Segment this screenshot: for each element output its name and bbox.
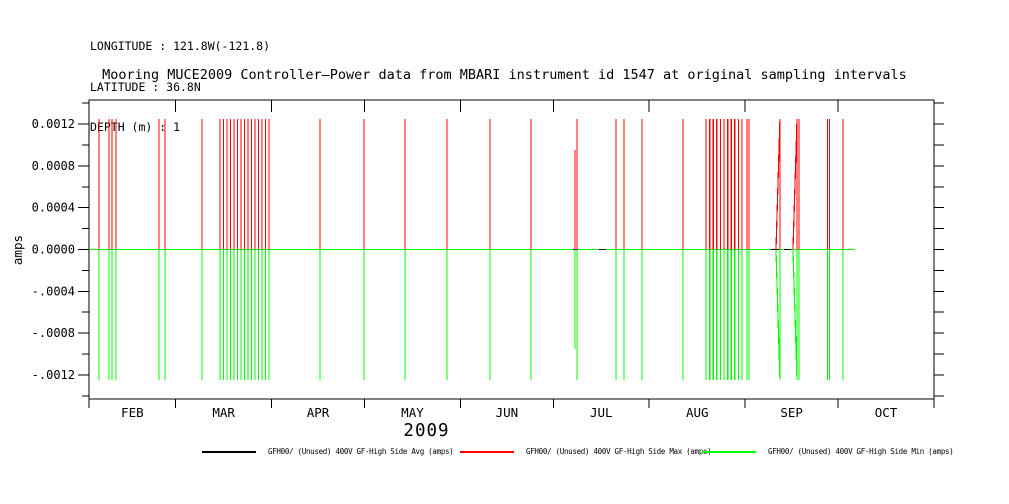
legend-swatch-min [702, 450, 756, 453]
x-tick-label: FEB [121, 405, 144, 420]
min-series [98, 249, 844, 381]
y-tick-label: -.0012 [32, 368, 75, 382]
y-tick-label: 0.0004 [32, 201, 75, 215]
x-tick-label: MAY [401, 405, 424, 420]
y-tick-labels: 0.0012 0.0008 0.0004 0.0000 -.0004 -.0008 -.00… [32, 117, 75, 382]
legend-label-min: GFH00/ (Unused) 400V GF-High Side Min (a… [768, 447, 954, 456]
y-tick-label: -.0004 [32, 284, 75, 298]
legend-label-max: GFH00/ (Unused) 400V GF-High Side Max (a… [526, 447, 712, 456]
x-tick-label: APR [307, 405, 330, 420]
legend-item-min: GFH00/ (Unused) 400V GF-High Side Min (a… [702, 447, 954, 456]
x-tick-label: AUG [686, 405, 709, 420]
month-labels: FEB MAR APR MAY JUN JUL AUG SEP OCT [121, 405, 898, 420]
x-axis-year-label: 2009 [403, 421, 450, 441]
x-tick-label: JUN [496, 405, 519, 420]
latitude-label: LATITUDE : 36.8N [90, 79, 201, 94]
x-tick-label: OCT [875, 405, 898, 420]
y-tick-label: 0.0000 [32, 243, 75, 257]
longitude-label: LONGITUDE : 121.8W(-121.8) [90, 39, 271, 53]
legend-item-avg: GFH00/ (Unused) 400V GF-High Side Avg (a… [202, 447, 454, 456]
max-series [98, 118, 844, 250]
x-tick-label: SEP [780, 405, 803, 420]
y-tick-label: -.0008 [32, 326, 75, 340]
legend-label-avg: GFH00/ (Unused) 400V GF-High Side Avg (a… [268, 447, 454, 456]
y-axis-ticks [78, 102, 944, 397]
legend-swatch-avg [202, 450, 256, 453]
chart-title: Mooring MUCE2009 Controller–Power data f… [102, 67, 907, 83]
legend-swatch-max [460, 450, 514, 453]
y-tick-label: 0.0012 [32, 117, 75, 131]
location-header: LONGITUDE : 121.8W(-121.8) LATITUDE : 36… [90, 13, 270, 162]
legend-item-max: GFH00/ (Unused) 400V GF-High Side Max (a… [460, 447, 712, 456]
x-tick-label: MAR [212, 405, 235, 420]
y-tick-label: 0.0008 [32, 159, 75, 173]
x-tick-label: JUL [590, 405, 613, 420]
x-axis-ticks [88, 100, 935, 408]
